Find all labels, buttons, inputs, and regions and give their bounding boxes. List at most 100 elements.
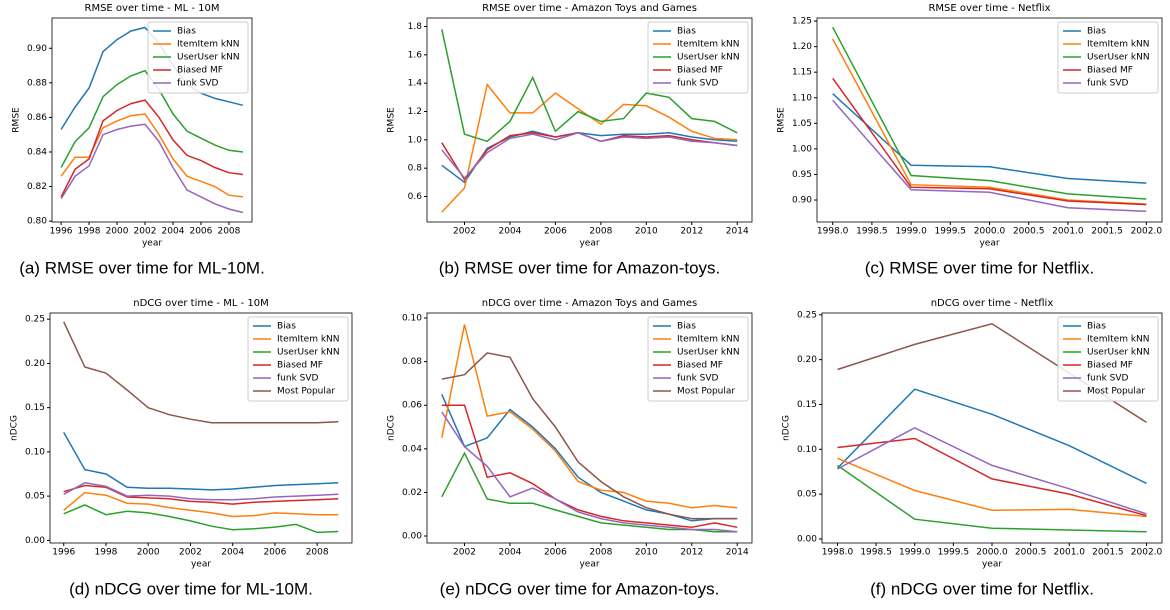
x-tick-label: 2004 — [162, 227, 185, 237]
x-tick-label: 1998 — [78, 227, 101, 237]
x-tick-label: 1999.5 — [935, 227, 967, 237]
x-tick-label: 2008 — [589, 548, 612, 558]
plot-frame — [426, 17, 753, 223]
y-tick-label: 0.15 — [797, 400, 817, 410]
plot-frame — [821, 312, 1163, 544]
x-axis-label: year — [579, 560, 599, 570]
x-tick-label: 2000.0 — [974, 227, 1006, 237]
y-tick-label: 0.08 — [402, 357, 422, 367]
x-tick-label: 2004 — [499, 227, 522, 237]
caption: (c) RMSE over time for Netflix. — [865, 258, 1095, 277]
legend-label: Biased MF — [677, 66, 723, 76]
legend-box — [647, 21, 749, 94]
series-line — [441, 394, 738, 522]
x-tick-label: 1996 — [52, 548, 75, 558]
series-line — [441, 132, 738, 180]
y-tick-label: 0.06 — [402, 401, 422, 411]
y-axis-label: RMSE — [777, 107, 787, 133]
legend-label: ItemItem kNN — [1087, 335, 1150, 345]
x-tick-label: 2012 — [680, 227, 703, 237]
y-axis-label: RMSE — [12, 107, 22, 133]
x-axis-label: year — [142, 239, 162, 249]
x-tick-label: 2014 — [726, 227, 749, 237]
series-line — [441, 29, 738, 143]
series-line — [60, 123, 244, 214]
y-tick-label: 0.00 — [402, 532, 422, 542]
legend-label: UserUser kNN — [177, 53, 240, 63]
y-tick-label: 0.00 — [797, 534, 817, 544]
x-tick-label: 1999.0 — [895, 227, 927, 237]
x-tick-label: 1999.0 — [899, 548, 931, 558]
series-line — [60, 99, 243, 198]
x-tick-label: 2002 — [134, 227, 157, 237]
y-tick-label: 0.95 — [792, 170, 812, 180]
plot-frame — [816, 17, 1163, 223]
y-tick-label: 1.25 — [792, 17, 812, 27]
legend-label: Bias — [1087, 27, 1106, 37]
x-tick-label: 2002 — [453, 548, 476, 558]
legend-label: Biased MF — [277, 361, 323, 371]
x-tick-label: 2008 — [217, 227, 240, 237]
plot-frame — [51, 17, 253, 223]
x-tick-label: 1999.5 — [938, 548, 970, 558]
series-line — [837, 464, 1147, 533]
x-tick-label: 2006 — [544, 227, 567, 237]
x-tick-label: 2000.0 — [976, 548, 1008, 558]
y-tick-label: 1.4 — [408, 79, 423, 89]
y-tick-label: 0.05 — [25, 492, 45, 502]
series-line — [63, 504, 339, 534]
legend-label: UserUser kNN — [677, 348, 740, 358]
y-tick-label: 0.04 — [402, 444, 422, 454]
y-axis-label: nDCG — [387, 415, 397, 441]
legend-box — [1057, 316, 1159, 402]
x-tick-label: 2004 — [499, 548, 522, 558]
x-axis-label: year — [579, 239, 599, 249]
y-tick-label: 1.8 — [408, 22, 423, 32]
legend-label: Biased MF — [1087, 66, 1133, 76]
series-line — [63, 491, 339, 518]
legend-label: funk SVD — [1087, 79, 1129, 89]
series-line — [60, 113, 243, 198]
x-tick-label: 2000 — [106, 227, 129, 237]
y-tick-label: 0.20 — [797, 355, 817, 365]
x-axis-label: year — [191, 560, 211, 570]
y-tick-label: 0.6 — [408, 192, 423, 202]
caption: (e) nDCG over time for Amazon-toys. — [440, 579, 720, 598]
x-tick-label: 2006 — [189, 227, 212, 237]
y-tick-label: 0.90 — [792, 196, 812, 206]
chart-title: RMSE over time - Amazon Toys and Games — [482, 3, 697, 14]
series-line — [441, 411, 738, 533]
legend-label: funk SVD — [177, 79, 219, 89]
x-tick-label: 2000.5 — [1013, 227, 1045, 237]
y-tick-label: 0.10 — [402, 314, 422, 324]
legend-label: ItemItem kNN — [277, 335, 340, 345]
x-tick-label: 2014 — [726, 548, 749, 558]
plot-frame — [426, 312, 753, 544]
y-tick-label: 0.10 — [25, 447, 45, 457]
caption: (f) nDCG over time for Netflix. — [870, 579, 1094, 598]
x-tick-label: 2002 — [179, 548, 202, 558]
series-line — [441, 82, 738, 213]
chart-title: nDCG over time - ML - 10M — [133, 298, 269, 309]
caption: (a) RMSE over time for ML-10M. — [19, 258, 265, 277]
x-tick-label: 2010 — [635, 548, 658, 558]
legend-label: Biased MF — [1087, 361, 1133, 371]
legend-label: Bias — [677, 322, 696, 332]
y-tick-label: 0.25 — [25, 315, 45, 325]
x-tick-label: 2001.0 — [1054, 548, 1086, 558]
y-tick-label: 1.2 — [408, 107, 422, 117]
series-line — [441, 352, 738, 520]
series-line — [441, 404, 738, 529]
y-tick-label: 0.88 — [27, 78, 47, 88]
y-tick-label: 0.02 — [402, 488, 422, 498]
y-tick-label: 0.84 — [27, 147, 47, 157]
legend-label: Bias — [277, 322, 296, 332]
series-line — [837, 426, 1147, 515]
legend-label: ItemItem kNN — [677, 335, 740, 345]
series-line — [832, 99, 1147, 213]
y-tick-label: 0.86 — [27, 113, 47, 123]
legend-label: UserUser kNN — [677, 53, 740, 63]
y-tick-label: 1.00 — [792, 144, 812, 154]
